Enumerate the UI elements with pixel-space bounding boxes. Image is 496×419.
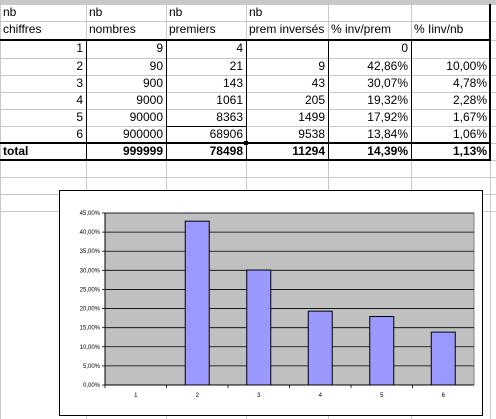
table-cell[interactable]: 9 (318, 59, 325, 73)
table-border (328, 40, 329, 160)
total-cell[interactable]: 1,13% (452, 144, 487, 158)
table-cell[interactable]: 17,92% (367, 110, 408, 124)
y-tick-label: 45,00% (80, 211, 101, 217)
fill-handle (244, 141, 248, 145)
table-cell[interactable]: 10,00% (446, 59, 487, 73)
plot-area (104, 212, 475, 386)
table-cell[interactable]: 8363 (216, 110, 243, 124)
table-cell[interactable]: 5 (76, 110, 83, 124)
header-cell[interactable] (328, 4, 411, 21)
total-cell[interactable]: 14,39% (367, 144, 408, 158)
x-tick-label: 4 (319, 393, 323, 399)
y-tick-label: 30,00% (80, 268, 101, 274)
table-border (86, 40, 87, 160)
row-gridline (0, 4, 496, 5)
table-cell[interactable]: 43 (311, 76, 325, 90)
table-cell[interactable]: 6 (76, 127, 83, 141)
table-border (0, 39, 491, 41)
table-cell[interactable]: 4 (236, 41, 243, 55)
total-cell[interactable]: 11294 (292, 144, 325, 158)
table-cell[interactable]: 1061 (216, 93, 243, 107)
bar (430, 331, 456, 386)
total-label[interactable]: total (3, 144, 29, 158)
table-cell[interactable]: 9 (156, 41, 163, 55)
table-cell[interactable]: 900 (142, 76, 163, 90)
y-tick-label: 0,00% (83, 383, 101, 389)
header-cell[interactable]: premiers (169, 22, 216, 36)
row-gridline (0, 92, 496, 93)
table-cell[interactable]: 30,07% (367, 76, 408, 90)
header-cell[interactable]: nombres (89, 22, 136, 36)
table-cell[interactable]: 68906 (209, 127, 243, 141)
table-cell[interactable] (246, 40, 328, 58)
total-cell[interactable]: 999999 (122, 144, 163, 158)
y-tick-label: 15,00% (80, 326, 101, 332)
row-gridline (0, 21, 496, 22)
table-cell[interactable]: 19,32% (367, 93, 408, 107)
row-gridline (0, 109, 496, 110)
table-cell[interactable]: 143 (222, 76, 243, 90)
x-tick-label: 2 (196, 393, 200, 399)
active-cell-selection (166, 126, 247, 144)
header-cell[interactable] (411, 4, 490, 21)
bar (184, 220, 210, 386)
table-border (246, 40, 247, 160)
header-cell[interactable]: chiffres (3, 22, 42, 36)
table-cell[interactable]: 1 (76, 41, 83, 55)
table-cell[interactable]: 0 (401, 41, 408, 55)
row-gridline (0, 126, 496, 127)
table-cell[interactable]: 4,78% (452, 76, 487, 90)
table-cell[interactable]: 3 (76, 76, 83, 90)
table-cell[interactable]: 205 (304, 93, 325, 107)
bar (246, 269, 272, 386)
row-gridline (0, 177, 496, 178)
chart-svg: 0,00% 5,00% 10,00% 15,00% 20,00% 25,00% 30,00%… (80, 211, 475, 399)
table-border (489, 4, 491, 161)
table-cell[interactable]: 2 (76, 59, 83, 73)
header-cell[interactable]: nb (169, 5, 183, 19)
header-cell[interactable]: % inv/prem (331, 22, 392, 36)
y-tick-label: 35,00% (80, 249, 101, 255)
table-cell[interactable]: 21 (229, 59, 243, 73)
table-cell[interactable]: 42,86% (367, 59, 408, 73)
table-border (0, 159, 491, 161)
y-tick-label: 25,00% (80, 287, 101, 293)
column-gridline (490, 0, 491, 419)
y-tick-label: 20,00% (80, 307, 101, 313)
x-tick-label: 5 (380, 393, 384, 399)
bar-chart[interactable]: 0,00% 5,00% 10,00% 15,00% 20,00% 25,00% 30,00%… (59, 190, 483, 416)
table-border (411, 40, 412, 160)
table-cell[interactable]: 9538 (298, 127, 325, 141)
table-cell[interactable]: 90 (149, 59, 163, 73)
table-cell[interactable]: 1499 (298, 110, 325, 124)
table-cell[interactable]: 90000 (129, 110, 163, 124)
bar (369, 316, 395, 386)
table-cell[interactable]: 13,84% (367, 127, 408, 141)
table-border (166, 40, 167, 160)
row-gridline (0, 58, 496, 59)
table-cell[interactable]: 9000 (136, 93, 163, 107)
column-header-strip (0, 0, 496, 4)
y-tick-label: 5,00% (83, 364, 101, 370)
table-cell[interactable]: 1,06% (452, 127, 487, 141)
table-cell[interactable] (411, 40, 490, 58)
table-cell[interactable]: 4 (76, 93, 83, 107)
x-tick-label: 1 (134, 393, 138, 399)
bar (307, 310, 333, 386)
header-cell[interactable]: % Iinv/nb (414, 22, 464, 36)
x-tick-label: 6 (442, 393, 446, 399)
table-cell[interactable]: 1,67% (452, 110, 487, 124)
header-cell[interactable]: prem inversés (249, 22, 325, 36)
table-cell[interactable]: 900000 (122, 127, 163, 141)
row-gridline (0, 75, 496, 76)
x-tick-label: 3 (257, 393, 261, 399)
table-cell[interactable]: 2,28% (452, 93, 487, 107)
header-cell[interactable]: nb (89, 5, 103, 19)
header-cell[interactable]: nb (249, 5, 263, 19)
column-gridline (0, 0, 1, 419)
y-tick-label: 40,00% (80, 230, 101, 236)
y-tick-label: 10,00% (80, 345, 101, 351)
total-cell[interactable]: 78498 (209, 144, 243, 158)
header-cell[interactable]: nb (3, 5, 17, 19)
